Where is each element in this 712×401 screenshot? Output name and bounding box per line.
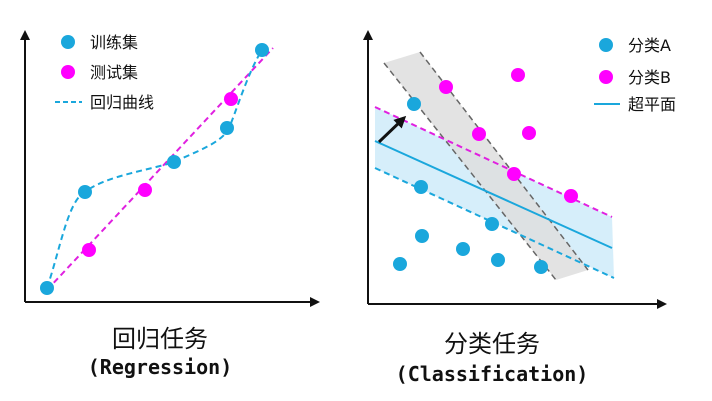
train-point (220, 121, 234, 135)
regression-legend: 训练集 测试集 回归曲线 (55, 33, 154, 112)
legend-train-label: 训练集 (90, 33, 138, 52)
class-b-point (439, 80, 453, 94)
class-a-point (407, 97, 421, 111)
test-point (82, 243, 96, 257)
legend-class-b-label: 分类B (628, 68, 671, 87)
class-b-point (507, 167, 521, 181)
classification-caption-cn: 分类任务 (444, 330, 540, 358)
class-a-point (456, 242, 470, 256)
legend-class-b-marker (599, 70, 613, 84)
class-a-point (415, 229, 429, 243)
alt-boundary-edge (383, 62, 557, 281)
classification-legend: 分类A 分类B 超平面 (594, 36, 676, 114)
train-point (40, 281, 54, 295)
train-point (255, 43, 269, 57)
legend-test-label: 测试集 (90, 63, 138, 82)
legend-test-marker (61, 65, 75, 79)
alt-boundary-band (384, 52, 588, 280)
legend-curve-label: 回归曲线 (90, 93, 154, 112)
test-point (224, 92, 238, 106)
legend-hyperplane-label: 超平面 (628, 95, 676, 114)
margin-edge-upper (374, 106, 613, 218)
legend-class-a-marker (599, 38, 613, 52)
class-a-point (485, 217, 499, 231)
class-b-point (522, 126, 536, 140)
hyperplane-line (374, 140, 613, 249)
class-a-point (393, 257, 407, 271)
class-b-point (511, 68, 525, 82)
regression-caption-cn: 回归任务 (112, 325, 208, 353)
legend-class-a-label: 分类A (628, 36, 671, 55)
direction-arrow (377, 115, 407, 144)
classification-panel: 分类A 分类B 超平面 分类任务 (Classification) (363, 30, 676, 386)
classification-caption-en: (Classification) (396, 362, 589, 386)
class-a-point (491, 253, 505, 267)
regression-test-line (46, 47, 274, 291)
regression-panel: 训练集 测试集 回归曲线 回归任务 (Regression) (20, 30, 320, 379)
class-b-point (472, 127, 486, 141)
class-b-point (564, 189, 578, 203)
train-point (167, 155, 181, 169)
regression-caption-en: (Regression) (88, 355, 233, 379)
class-a-point (534, 260, 548, 274)
test-point (138, 183, 152, 197)
regression-curve (46, 49, 263, 289)
train-point (78, 185, 92, 199)
legend-train-marker (61, 35, 75, 49)
class-a-point (414, 180, 428, 194)
